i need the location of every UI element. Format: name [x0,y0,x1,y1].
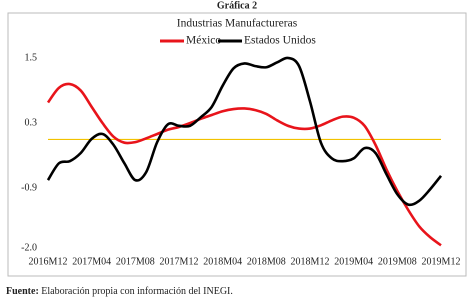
x-tick-label: 2019M04 [334,256,373,267]
legend-label: México [186,35,221,47]
y-tick-label: 0.3 [25,117,38,128]
series-line [46,82,442,247]
source-label: Fuente: [6,286,39,297]
series-line [46,56,443,207]
chart-title: Industrias Manufactureras [177,18,298,30]
source-text: Elaboración propia con información del I… [41,286,233,297]
x-tick-label: 2018M04 [203,256,242,267]
y-tick-label: -0.9 [21,183,37,194]
x-tick-label: 2017M04 [72,256,111,267]
x-tick-label: 2016M12 [29,256,68,267]
x-tick-label: 2017M12 [160,256,199,267]
figure-header: Gráfica 2 [217,0,257,11]
y-tick-label: -2.0 [21,242,37,253]
x-tick-label: 2018M08 [247,256,286,267]
source: Fuente: Elaboración propia con informaci… [6,286,233,297]
x-tick-label: 2017M08 [116,256,155,267]
x-tick-label: 2018M12 [291,256,330,267]
legend-label: Estados Unidos [244,35,316,47]
x-tick-label: 2019M12 [422,256,461,267]
x-tick-label: 2019M08 [378,256,417,267]
chart-frame [7,12,467,277]
y-tick-label: 1.5 [25,52,38,63]
